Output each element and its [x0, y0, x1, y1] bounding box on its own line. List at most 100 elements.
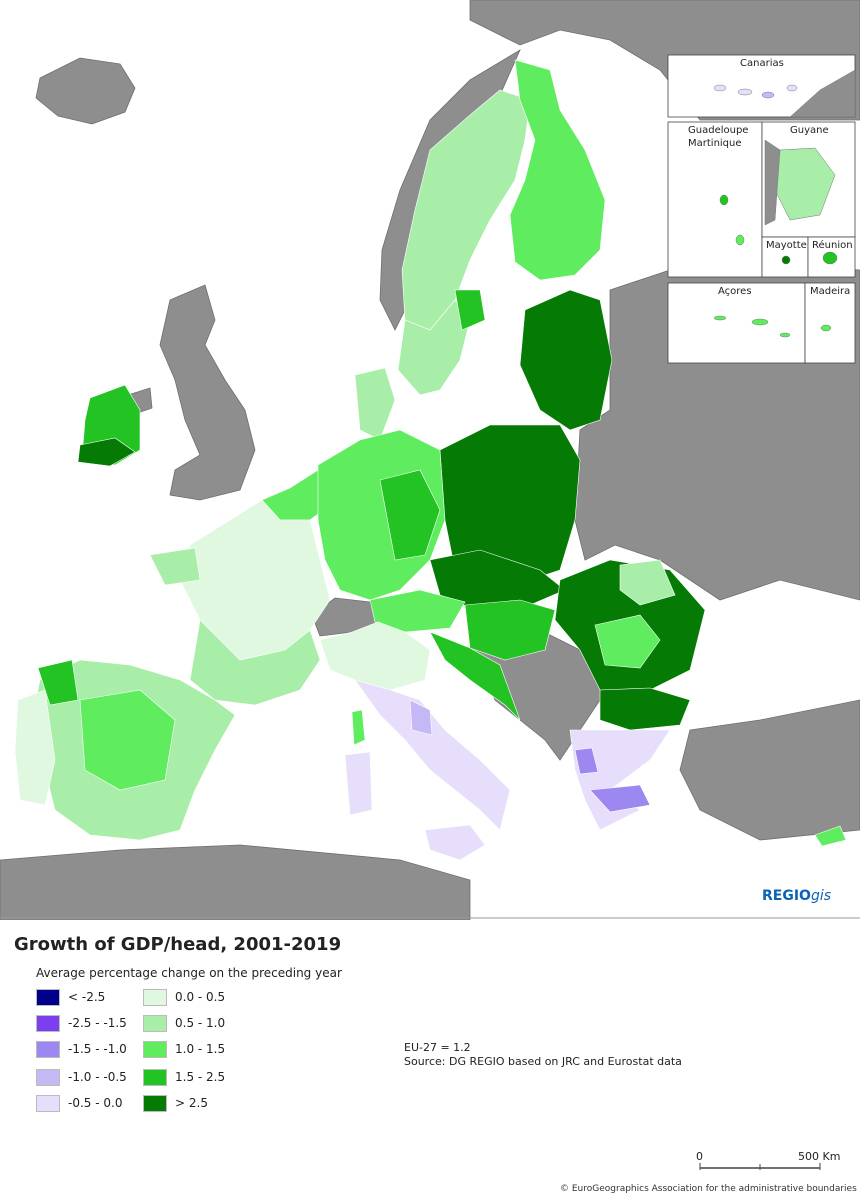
logo-suffix: gis [810, 888, 832, 904]
inset-reunion-island [822, 251, 838, 265]
legend-label: 0.0 - 0.5 [175, 990, 226, 1004]
region-sardinia [344, 751, 373, 816]
legend-item: -2.5 - -1.5 [36, 1014, 127, 1032]
region-baltics [519, 289, 613, 431]
region-iberia-north [37, 659, 79, 706]
legend-swatch [36, 1014, 60, 1032]
legend-label: 0.5 - 1.0 [175, 1016, 226, 1030]
insets [667, 54, 856, 364]
non-eu-land [0, 0, 860, 920]
inset-label-acores: Açores [718, 286, 752, 297]
inset-label-canarias: Canarias [740, 58, 784, 69]
copyright-note: © EuroGeographics Association for the ad… [560, 1184, 857, 1194]
region-romania-centre [594, 614, 661, 669]
region-sicily [424, 824, 486, 861]
greenland-iceland [35, 57, 136, 125]
inset-martinique-island [735, 234, 745, 246]
legend-subtitle: Average percentage change on the precedi… [36, 966, 342, 980]
region-finland [509, 59, 606, 281]
legend-swatch [36, 988, 60, 1006]
source-note: Source: DG REGIO based on JRC and Eurost… [404, 1055, 682, 1068]
eu-regions[interactable] [14, 59, 847, 861]
region-bulgaria [599, 687, 691, 731]
turkey [679, 699, 860, 841]
legend-swatch [143, 1014, 167, 1032]
region-greece [569, 729, 671, 831]
region-greece-attica [589, 784, 651, 813]
inset-label-madeira: Madeira [810, 286, 850, 297]
inset-label-martinique: Martinique [688, 138, 742, 149]
region-sweden-south [397, 299, 471, 396]
legend-item: < -2.5 [36, 988, 105, 1006]
inset-africa-coast [789, 69, 856, 118]
legend-label: -1.0 - -0.5 [68, 1070, 127, 1084]
inset-canarias-island-3 [761, 91, 775, 99]
legend-swatch [143, 1094, 167, 1112]
region-poland [439, 424, 581, 591]
legend-swatch [143, 988, 167, 1006]
region-greece-west [574, 747, 599, 775]
region-france-south [189, 619, 321, 706]
legend-item: -1.5 - -1.0 [36, 1040, 127, 1058]
eu-average-note: EU-27 = 1.2 [404, 1041, 471, 1054]
inset-madeira-island [820, 324, 832, 332]
region-ireland-south [77, 437, 136, 467]
map-title: Growth of GDP/head, 2001-2019 [14, 934, 342, 955]
region-austria [369, 589, 466, 633]
legend-label: 1.5 - 2.5 [175, 1070, 226, 1084]
region-portugal [14, 689, 56, 806]
legend-item: -1.0 - -0.5 [36, 1068, 127, 1086]
inset-label-guadeloupe: Guadeloupe [688, 125, 748, 136]
inset-guyane-neighbour [764, 139, 781, 226]
region-sweden-north [401, 89, 531, 331]
scale-bar: 0 500 Km [696, 1150, 840, 1170]
inset-acores-island-3 [779, 332, 791, 338]
legend-item: 1.0 - 1.5 [143, 1040, 225, 1058]
inset-labels: Canarias Guadeloupe Martinique Guyane Ma… [688, 58, 853, 297]
scale-label-end: 500 Km [798, 1150, 840, 1163]
logo-main: REGIO [762, 888, 811, 904]
inset-shapes [713, 69, 856, 338]
inset-canarias-island-1 [713, 84, 727, 92]
legend-swatch [36, 1040, 60, 1058]
legend-item: -0.5 - 0.0 [36, 1094, 122, 1112]
inset-canarias-island-4 [786, 84, 798, 92]
legend-label: > 2.5 [175, 1096, 208, 1110]
legend-swatch [36, 1094, 60, 1112]
great-britain [159, 284, 256, 501]
region-stockholm [454, 289, 486, 331]
region-denmark [354, 367, 396, 441]
region-corsica [351, 709, 366, 746]
inset-label-mayotte: Mayotte [766, 240, 807, 251]
region-italy [354, 679, 511, 831]
map[interactable]: Canarias Guadeloupe Martinique Guyane Ma… [0, 0, 860, 920]
region-cyprus [814, 825, 847, 847]
region-lazio [409, 699, 433, 736]
region-italy-north [319, 621, 431, 691]
scale-label-start: 0 [696, 1150, 703, 1163]
inset-label-reunion: Réunion [812, 239, 853, 251]
regiogis-logo: REGIOgis [762, 888, 831, 904]
legend-swatch [143, 1068, 167, 1086]
inset-guadeloupe-island [719, 194, 729, 206]
region-hungary [464, 599, 556, 661]
region-brittany [149, 547, 201, 586]
legend-label: < -2.5 [68, 990, 106, 1004]
legend-label: -1.5 - -1.0 [68, 1042, 127, 1056]
legend-label: -0.5 - 0.0 [68, 1096, 123, 1110]
region-germany-east [379, 469, 441, 561]
inset-acores-island-2 [751, 318, 769, 326]
region-croatia-slovenia [429, 631, 521, 721]
legend-item: 0.0 - 0.5 [143, 988, 225, 1006]
region-iberia-centre [79, 689, 176, 791]
legend-item: > 2.5 [143, 1094, 208, 1112]
legend-swatch [143, 1040, 167, 1058]
legend-label: -2.5 - -1.5 [68, 1016, 127, 1030]
legend-item: 1.5 - 2.5 [143, 1068, 225, 1086]
legend-label: 1.0 - 1.5 [175, 1042, 226, 1056]
legend-item: 0.5 - 1.0 [143, 1014, 225, 1032]
region-romania-north [619, 559, 676, 606]
inset-label-guyane: Guyane [790, 125, 829, 136]
legend-swatch [36, 1068, 60, 1086]
inset-acores-island-1 [713, 315, 727, 321]
